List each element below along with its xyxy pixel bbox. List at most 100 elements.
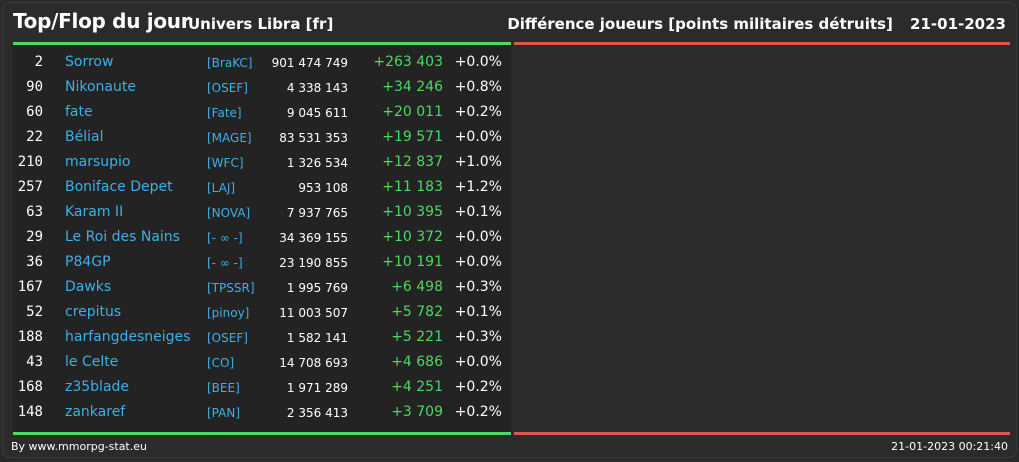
player-points: 11 003 507 <box>279 306 348 320</box>
alliance-tag-link[interactable]: [TPSSR] <box>207 281 255 295</box>
percent-change: +0.8% <box>454 79 502 95</box>
percent-change: +0.1% <box>454 204 502 220</box>
player-points: 4 338 143 <box>286 81 348 95</box>
table-row: 148 zankaref [PAN] 2 356 413 +3 709 +0.2% <box>13 401 511 426</box>
flop-panel-top-border <box>514 42 1010 45</box>
percent-change: +1.0% <box>454 154 502 170</box>
points-delta: +6 498 <box>391 279 443 295</box>
points-delta: +20 011 <box>382 104 443 120</box>
player-rank: 168 <box>17 379 43 395</box>
player-name-link[interactable]: Dawks <box>65 279 112 295</box>
player-name-link[interactable]: Nikonaute <box>65 79 136 95</box>
player-rank: 22 <box>26 129 43 145</box>
alliance-tag-link[interactable]: [LAJ] <box>207 181 236 195</box>
percent-change: +0.2% <box>454 404 502 420</box>
table-row: 90 Nikonaute [OSEF] 4 338 143 +34 246 +0.8% <box>13 76 511 101</box>
player-name-link[interactable]: z35blade <box>65 379 130 395</box>
points-delta: +5 221 <box>391 329 443 345</box>
alliance-tag-link[interactable]: [BEE] <box>207 381 240 395</box>
alliance-tag-link[interactable]: [- ∞ -] <box>207 256 243 270</box>
player-name-link[interactable]: le Celte <box>65 354 119 370</box>
table-row: 36 P84GP [- ∞ -] 23 190 855 +10 191 +0.0% <box>13 251 511 276</box>
header-date: 21-01-2023 <box>910 15 1006 33</box>
table-row: 52 crepitus [pinoy] 11 003 507 +5 782 +0.1% <box>13 301 511 326</box>
points-delta: +4 251 <box>391 379 443 395</box>
player-points: 1 995 769 <box>286 281 348 295</box>
footer-timestamp: 21-01-2023 00:21:40 <box>891 440 1008 453</box>
flop-panel <box>514 43 1010 433</box>
page-title: Top/Flop du jour <box>13 9 191 33</box>
alliance-tag-link[interactable]: [OSEF] <box>207 331 248 345</box>
footer-credit[interactable]: By www.mmorpg-stat.eu <box>11 440 147 453</box>
alliance-tag-link[interactable]: [Fate] <box>207 106 242 120</box>
percent-change: +0.3% <box>454 329 502 345</box>
player-name-link[interactable]: marsupio <box>65 154 131 170</box>
player-rank: 90 <box>26 79 43 95</box>
player-name-link[interactable]: Bélial <box>65 129 104 145</box>
percent-change: +0.0% <box>454 254 502 270</box>
universe-label: Univers Libra [fr] <box>188 15 334 33</box>
percent-change: +0.2% <box>454 379 502 395</box>
alliance-tag-link[interactable]: [pinoy] <box>207 306 250 320</box>
points-delta: +4 686 <box>391 354 443 370</box>
percent-change: +0.0% <box>454 129 502 145</box>
player-points: 901 474 749 <box>271 56 348 70</box>
player-points: 14 708 693 <box>279 356 348 370</box>
table-row: 210 marsupio [WFC] 1 326 534 +12 837 +1.0% <box>13 151 511 176</box>
percent-change: +0.1% <box>454 304 502 320</box>
player-rank: 63 <box>26 204 43 220</box>
table-row: 22 Bélial [MAGE] 83 531 353 +19 571 +0.0% <box>13 126 511 151</box>
player-points: 1 326 534 <box>286 156 348 170</box>
percent-change: +0.3% <box>454 279 502 295</box>
alliance-tag-link[interactable]: [OSEF] <box>207 81 248 95</box>
points-delta: +263 403 <box>373 54 443 70</box>
player-rank: 43 <box>26 354 43 370</box>
player-name-link[interactable]: Sorrow <box>65 54 114 70</box>
player-points: 7 937 765 <box>286 206 348 220</box>
points-delta: +19 571 <box>382 129 443 145</box>
player-points: 2 356 413 <box>286 406 348 420</box>
flop-panel-bottom-border <box>514 432 1010 435</box>
player-points: 953 108 <box>298 181 348 195</box>
alliance-tag-link[interactable]: [WFC] <box>207 156 244 170</box>
player-points: 83 531 353 <box>279 131 348 145</box>
player-rank: 36 <box>26 254 43 270</box>
player-rank: 29 <box>26 229 43 245</box>
table-row: 188 harfangdesneiges [OSEF] 1 582 141 +5 221… <box>13 326 511 351</box>
alliance-tag-link[interactable]: [- ∞ -] <box>207 231 243 245</box>
player-name-link[interactable]: Le Roi des Nains <box>65 229 180 245</box>
alliance-tag-link[interactable]: [PAN] <box>207 406 241 420</box>
top-panel-bottom-border <box>13 432 511 435</box>
player-points: 34 369 155 <box>279 231 348 245</box>
table-row: 257 Boniface Depet [LAJ] 953 108 +11 183 +1.2… <box>13 176 511 201</box>
table-row: 167 Dawks [TPSSR] 1 995 769 +6 498 +0.3% <box>13 276 511 301</box>
player-name-link[interactable]: harfangdesneiges <box>65 329 191 345</box>
alliance-tag-link[interactable]: [MAGE] <box>207 131 252 145</box>
alliance-tag-link[interactable]: [CO] <box>207 356 235 370</box>
points-delta: +10 191 <box>382 254 443 270</box>
percent-change: +0.0% <box>454 229 502 245</box>
table-row: 168 z35blade [BEE] 1 971 289 +4 251 +0.2% <box>13 376 511 401</box>
player-points: 23 190 855 <box>279 256 348 270</box>
player-points: 1 582 141 <box>286 331 348 345</box>
top-panel: 2 Sorrow [BraKC] 901 474 749 +263 403 +0.0% 90… <box>13 43 511 433</box>
table-row: 43 le Celte [CO] 14 708 693 +4 686 +0.0% <box>13 351 511 376</box>
points-delta: +10 395 <box>382 204 443 220</box>
table-row: 60 fate [Fate] 9 045 611 +20 011 +0.2% <box>13 101 511 126</box>
player-name-link[interactable]: zankaref <box>65 404 126 420</box>
points-delta: +12 837 <box>382 154 443 170</box>
points-delta: +10 372 <box>382 229 443 245</box>
table-row: 29 Le Roi des Nains [- ∞ -] 34 369 155 +10 3… <box>13 226 511 251</box>
player-name-link[interactable]: Boniface Depet <box>65 179 173 195</box>
player-rank: 2 <box>34 54 43 70</box>
player-name-link[interactable]: P84GP <box>65 254 111 270</box>
player-name-link[interactable]: fate <box>65 104 93 120</box>
alliance-tag-link[interactable]: [NOVA] <box>207 206 251 220</box>
ranking-type-label: Différence joueurs [points militaires dé… <box>507 15 893 33</box>
alliance-tag-link[interactable]: [BraKC] <box>207 56 253 70</box>
player-rank: 188 <box>17 329 43 345</box>
points-delta: +34 246 <box>382 79 443 95</box>
table-row: 2 Sorrow [BraKC] 901 474 749 +263 403 +0.0% <box>13 51 511 76</box>
player-name-link[interactable]: Karam II <box>65 204 124 220</box>
player-name-link[interactable]: crepitus <box>65 304 122 320</box>
